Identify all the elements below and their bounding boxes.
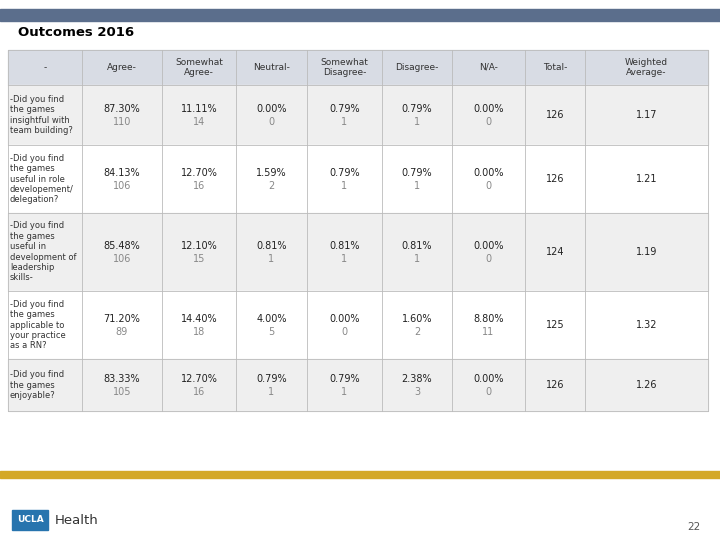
- Text: 0.00%: 0.00%: [329, 314, 360, 324]
- Text: 124: 124: [546, 247, 564, 257]
- Text: 126: 126: [546, 380, 564, 390]
- Text: 0: 0: [485, 387, 492, 397]
- Text: 11: 11: [482, 327, 495, 337]
- Text: 125: 125: [546, 320, 564, 330]
- Bar: [8, 359, 708, 411]
- Text: 2: 2: [269, 181, 274, 191]
- Text: 1: 1: [341, 254, 348, 264]
- Text: 1.19: 1.19: [636, 247, 657, 257]
- Text: Weighted
Average-: Weighted Average-: [625, 58, 668, 77]
- Text: Somewhat
Agree-: Somewhat Agree-: [175, 58, 223, 77]
- Text: UCLA: UCLA: [17, 516, 43, 524]
- Text: -: -: [43, 63, 47, 72]
- Text: 22: 22: [687, 522, 700, 532]
- Text: 0: 0: [485, 254, 492, 264]
- Text: 0.00%: 0.00%: [473, 241, 504, 251]
- Text: 126: 126: [546, 110, 564, 120]
- Text: -Did you find
the games
applicable to
your practice
as a RN?: -Did you find the games applicable to yo…: [10, 300, 66, 350]
- Text: 71.20%: 71.20%: [104, 314, 140, 324]
- Text: 12.70%: 12.70%: [181, 168, 217, 178]
- Text: 0.79%: 0.79%: [329, 168, 360, 178]
- Text: 106: 106: [113, 254, 131, 264]
- Text: 3: 3: [414, 387, 420, 397]
- Text: 11.11%: 11.11%: [181, 104, 217, 114]
- Text: 1: 1: [341, 181, 348, 191]
- Text: 105: 105: [113, 387, 131, 397]
- Bar: [8, 213, 708, 291]
- Text: 0.00%: 0.00%: [473, 104, 504, 114]
- Text: 14.40%: 14.40%: [181, 314, 217, 324]
- Text: 18: 18: [193, 327, 205, 337]
- Text: Somewhat
Disagree-: Somewhat Disagree-: [320, 58, 369, 77]
- Text: -Did you find
the games
insightful with
team building?: -Did you find the games insightful with …: [10, 95, 73, 135]
- Text: 1.32: 1.32: [636, 320, 657, 330]
- Text: 1.26: 1.26: [636, 380, 657, 390]
- Text: 0.00%: 0.00%: [473, 374, 504, 384]
- Text: -Did you find
the games
enjoyable?: -Did you find the games enjoyable?: [10, 370, 64, 400]
- Text: 1: 1: [414, 117, 420, 127]
- Text: 0.79%: 0.79%: [329, 374, 360, 384]
- Bar: [8, 50, 708, 85]
- Text: 1: 1: [269, 254, 274, 264]
- Text: 0: 0: [341, 327, 348, 337]
- Bar: [8, 145, 708, 213]
- Text: 1: 1: [269, 387, 274, 397]
- Text: -Did you find
the games
useful in
development of
leadership
skills-: -Did you find the games useful in develo…: [10, 221, 76, 282]
- Text: 110: 110: [113, 117, 131, 127]
- Text: 87.30%: 87.30%: [104, 104, 140, 114]
- Text: Agree-: Agree-: [107, 63, 137, 72]
- Bar: [0, 471, 720, 478]
- Text: 4.00%: 4.00%: [256, 314, 287, 324]
- Text: 0: 0: [485, 181, 492, 191]
- Text: 12.10%: 12.10%: [181, 241, 217, 251]
- Text: 16: 16: [193, 181, 205, 191]
- Text: 0.00%: 0.00%: [473, 168, 504, 178]
- Text: 0: 0: [485, 117, 492, 127]
- Text: 85.48%: 85.48%: [104, 241, 140, 251]
- Text: 89: 89: [116, 327, 128, 337]
- Text: 8.80%: 8.80%: [473, 314, 504, 324]
- Bar: [8, 291, 708, 359]
- Text: 15: 15: [193, 254, 205, 264]
- Text: 16: 16: [193, 387, 205, 397]
- Text: 1: 1: [341, 117, 348, 127]
- Text: Total-: Total-: [543, 63, 567, 72]
- Text: 0.81%: 0.81%: [329, 241, 360, 251]
- Text: 126: 126: [546, 174, 564, 184]
- Text: 1.17: 1.17: [636, 110, 657, 120]
- Text: 106: 106: [113, 181, 131, 191]
- Bar: [12, 510, 48, 530]
- Text: 0.81%: 0.81%: [256, 241, 287, 251]
- Text: Outcomes 2016: Outcomes 2016: [18, 26, 134, 39]
- Text: 1: 1: [414, 254, 420, 264]
- Text: N/A-: N/A-: [479, 63, 498, 72]
- Text: 0: 0: [269, 117, 274, 127]
- Text: 84.13%: 84.13%: [104, 168, 140, 178]
- Text: -Did you find
the games
useful in role
developement/
delegation?: -Did you find the games useful in role d…: [10, 154, 74, 204]
- Text: 5: 5: [269, 327, 274, 337]
- Text: 1.21: 1.21: [636, 174, 657, 184]
- Text: 1.60%: 1.60%: [402, 314, 432, 324]
- Text: 1: 1: [414, 181, 420, 191]
- Text: 83.33%: 83.33%: [104, 374, 140, 384]
- Text: 12.70%: 12.70%: [181, 374, 217, 384]
- Text: 0.79%: 0.79%: [402, 168, 432, 178]
- Text: 0.79%: 0.79%: [402, 104, 432, 114]
- Text: 2: 2: [414, 327, 420, 337]
- Text: 0.79%: 0.79%: [329, 104, 360, 114]
- Bar: [0, 9, 720, 21]
- Text: 0.79%: 0.79%: [256, 374, 287, 384]
- Text: 1: 1: [341, 387, 348, 397]
- Text: Neutral-: Neutral-: [253, 63, 290, 72]
- Text: 0.81%: 0.81%: [402, 241, 432, 251]
- Text: 2.38%: 2.38%: [402, 374, 432, 384]
- Text: 1.59%: 1.59%: [256, 168, 287, 178]
- Text: Health: Health: [55, 514, 99, 526]
- Bar: [8, 85, 708, 145]
- Text: Disagree-: Disagree-: [395, 63, 438, 72]
- Text: 0.00%: 0.00%: [256, 104, 287, 114]
- Text: 14: 14: [193, 117, 205, 127]
